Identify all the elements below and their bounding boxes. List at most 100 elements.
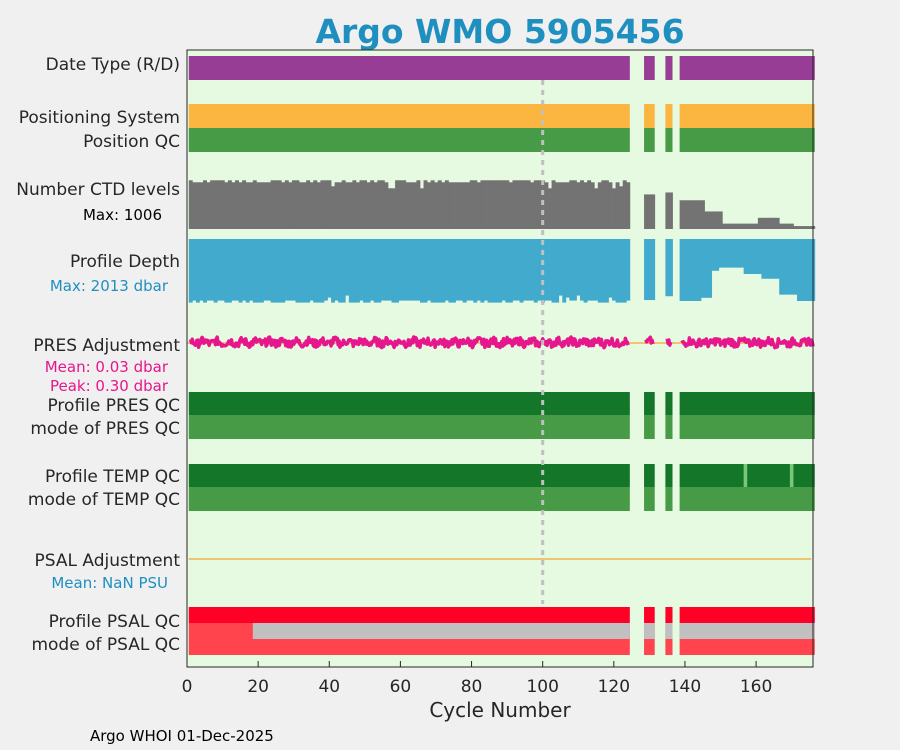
ctd-levels-bar <box>551 180 556 229</box>
ctd-levels-bar <box>715 211 720 229</box>
label-pres-adjustment: PRES Adjustment <box>33 336 180 356</box>
mode-psal-qc-band-lower <box>665 639 673 655</box>
ctd-levels-bar <box>235 180 239 229</box>
mode-pres-qc-band <box>188 415 630 439</box>
pres-mean-annotation: Mean: 0.03 dbar <box>45 358 169 376</box>
mode-psal-qc-grey-segment <box>679 623 815 639</box>
profile-depth-bar <box>231 239 236 301</box>
ctd-levels-bar <box>227 180 232 229</box>
profile-depth-bar <box>412 239 417 301</box>
ctd-levels-bar <box>604 180 609 229</box>
ctd-levels-bar <box>345 182 350 229</box>
ctd-levels-bar <box>729 223 734 229</box>
ctd-levels-bar <box>327 180 332 229</box>
profile-pres-qc-band <box>665 392 673 415</box>
ctd-levels-bar <box>548 188 552 229</box>
profile-depth-bar <box>665 239 670 297</box>
ctd-levels-bar <box>683 200 688 229</box>
ctd-levels-bar <box>796 226 801 229</box>
plot-border <box>186 49 814 668</box>
ctd-levels-bar <box>416 180 421 229</box>
ctd-levels-bar <box>569 180 574 229</box>
ctd-levels-bar <box>804 226 809 229</box>
ctd-levels-bar <box>313 180 318 229</box>
profile-depth-bar <box>405 239 410 301</box>
profile-depth-bar <box>725 239 730 268</box>
profile-depth-bar <box>512 239 517 301</box>
pres-adjustment-series <box>665 338 673 347</box>
profile-depth-bar <box>789 239 794 295</box>
profile-depth-bar <box>569 239 574 301</box>
profile-depth-bar <box>199 239 204 301</box>
ctd-levels-bar <box>220 180 225 229</box>
profile-depth-bar <box>373 239 378 303</box>
ctd-levels-bar <box>761 217 766 229</box>
profile-depth-bar <box>668 239 673 297</box>
ctd-levels-bar <box>519 180 524 229</box>
ctd-levels-bar <box>462 182 467 229</box>
ctd-levels-bar <box>256 182 261 229</box>
profile-depth-bar <box>483 239 488 301</box>
profile-depth-bar <box>284 239 289 301</box>
profile-depth-bar <box>615 239 620 303</box>
mode-pres-qc-band <box>644 415 655 439</box>
profile-pres-qc-band <box>188 392 630 415</box>
ctd-levels-bar <box>370 180 375 229</box>
profile-depth-bar <box>195 239 200 303</box>
label-mode-pres-qc: mode of PRES QC <box>30 419 180 439</box>
ctd-levels-bar <box>793 226 798 229</box>
ctd-levels-bar <box>565 182 570 229</box>
ctd-levels-bar <box>359 180 364 229</box>
ctd-levels-bar <box>665 192 670 229</box>
profile-psal-qc-band <box>644 607 655 623</box>
ctd-levels-bar <box>555 182 560 229</box>
profile-depth-bar <box>259 239 264 303</box>
ctd-levels-bar <box>206 182 211 229</box>
ctd-levels-bar <box>668 192 673 229</box>
ctd-levels-bar <box>747 223 752 229</box>
profile-pres-qc-band <box>679 392 815 415</box>
profile-depth-bar <box>580 239 584 301</box>
profile-pres-qc-band <box>644 392 655 415</box>
profile-depth-bar <box>505 239 510 303</box>
pres-peak-annotation: Peak: 0.30 dbar <box>50 377 169 395</box>
profile-depth-bar <box>363 239 368 303</box>
ctd-levels-bar <box>195 182 200 229</box>
ctd-levels-bar <box>459 182 464 229</box>
profile-depth-bar <box>548 239 552 301</box>
profile-depth-bar <box>626 239 631 301</box>
profile-depth-bar <box>331 239 336 303</box>
label-mode-temp-qc: mode of TEMP QC <box>28 490 180 510</box>
pres-adjustment-series <box>644 335 655 345</box>
ctd-levels-bar <box>451 182 456 229</box>
profile-depth-bar <box>224 239 229 303</box>
x-tick-label: 120 <box>598 677 630 697</box>
x-tick-label: 20 <box>247 677 269 697</box>
profile-depth-bar <box>487 239 492 303</box>
ctd-levels-bar <box>366 182 371 229</box>
ctd-levels-bar <box>612 188 616 229</box>
date-type-band <box>665 56 673 80</box>
ctd-levels-bar <box>608 182 613 229</box>
ctd-levels-bar <box>530 182 535 229</box>
profile-depth-bar <box>796 239 801 301</box>
profile-depth-bar <box>572 239 577 301</box>
ctd-levels-bar <box>501 180 506 229</box>
ctd-levels-bar <box>498 180 503 229</box>
x-tick-label: 40 <box>318 677 340 697</box>
ctd-levels-bar <box>622 180 627 229</box>
temp-qc-flag-mark <box>743 464 748 487</box>
date-type-band <box>644 56 655 80</box>
profile-depth-bar <box>800 239 805 301</box>
profile-depth-bar <box>235 239 239 301</box>
mode-temp-qc-band <box>679 487 815 511</box>
profile-depth-bar <box>494 239 499 303</box>
ctd-levels-bar <box>402 180 407 229</box>
mode-temp-qc-band <box>188 487 630 511</box>
ctd-levels-bar <box>352 180 357 229</box>
profile-depth-bar <box>693 239 698 301</box>
ctd-levels-bar <box>284 180 289 229</box>
profile-depth-bar <box>423 239 428 303</box>
x-tick-label: 0 <box>182 677 193 697</box>
ctd-levels-bar <box>213 180 218 229</box>
